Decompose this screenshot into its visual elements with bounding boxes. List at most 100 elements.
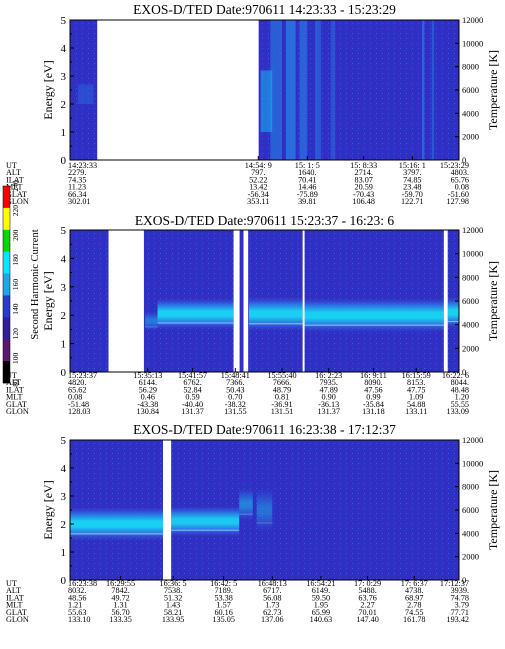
table-cell: -75.89 bbox=[297, 190, 318, 199]
table-cell: 0.08 bbox=[68, 393, 82, 402]
panel-1: EXOS-D/TED Date:970611 14:23:33 - 15:23:… bbox=[6, 2, 500, 206]
y2-tick-label: 2000 bbox=[462, 132, 479, 142]
table-cell: 15:23:29 bbox=[440, 161, 469, 170]
band-ridge bbox=[145, 326, 158, 328]
table-cell: 16:15:59 bbox=[402, 371, 431, 380]
table-cell: 63.76 bbox=[358, 593, 376, 602]
panel-3: EXOS-D/TED Date:970611 16:23:38 - 17:12:… bbox=[6, 422, 500, 624]
y2-tick-label: 0 bbox=[462, 367, 466, 377]
colorbar-tick-label: 140 bbox=[11, 303, 20, 315]
y-tick-label: 1 bbox=[61, 127, 67, 139]
table-cell: 53.38 bbox=[214, 593, 232, 602]
colorbar-segment bbox=[3, 207, 10, 231]
y2-tick-label: 6000 bbox=[462, 85, 479, 95]
data-streak bbox=[270, 20, 283, 160]
band-ridge bbox=[447, 320, 459, 323]
table-cell: 48.79 bbox=[273, 385, 291, 394]
panel-title: EXOS-D/TED Date:970611 16:23:38 - 17:12:… bbox=[133, 422, 396, 437]
y2-tick-label: 6000 bbox=[462, 505, 479, 515]
table-cell: 3.79 bbox=[455, 601, 469, 610]
data-gap bbox=[97, 20, 259, 160]
table-cell: -51.60 bbox=[448, 190, 469, 199]
table-cell: 0.99 bbox=[366, 393, 380, 402]
table-cell: 133.95 bbox=[162, 615, 185, 624]
table-cell: 56.70 bbox=[111, 608, 129, 617]
table-cell: 3797. bbox=[403, 168, 421, 177]
table-cell: 17:12:37 bbox=[440, 579, 469, 588]
table-row-label: ALT bbox=[6, 378, 21, 387]
colorbar-segment bbox=[3, 186, 10, 209]
table-cell: 7935. bbox=[319, 378, 337, 387]
table-cell: 13.42 bbox=[249, 183, 267, 192]
table-cell: 65.76 bbox=[451, 175, 469, 184]
table-cell: -43.38 bbox=[137, 400, 158, 409]
table-row-label: GLAT bbox=[6, 190, 27, 199]
colorbar-tick-label: 160 bbox=[11, 279, 20, 291]
colorbar-segment bbox=[3, 361, 10, 384]
y-axis-label: Energy [eV] bbox=[41, 271, 55, 330]
table-cell: 47.89 bbox=[319, 385, 337, 394]
y2-tick-label: 8000 bbox=[462, 62, 479, 72]
table-cell: 0.46 bbox=[141, 393, 155, 402]
spectral-band bbox=[239, 487, 253, 522]
y2-tick-label: 6000 bbox=[462, 296, 479, 306]
panel-title: EXOS-D/TED Date:970611 15:23:37 - 16:23:… bbox=[135, 213, 395, 228]
table-row-label: MLT bbox=[6, 183, 23, 192]
table-cell: 133.35 bbox=[109, 615, 132, 624]
y-tick-label: 5 bbox=[61, 225, 67, 237]
data-streak bbox=[285, 20, 296, 160]
y2-tick-label: 4000 bbox=[462, 320, 479, 330]
table-cell: -59.70 bbox=[402, 190, 423, 199]
table-cell: 147.40 bbox=[356, 615, 379, 624]
table-cell: 1.95 bbox=[314, 601, 328, 610]
table-cell: 65.62 bbox=[68, 385, 86, 394]
table-cell: 7666. bbox=[273, 378, 291, 387]
table-row-label: MLT bbox=[6, 601, 23, 610]
band-ridge bbox=[157, 322, 234, 324]
table-cell: 50.43 bbox=[226, 385, 244, 394]
spectral-band bbox=[256, 487, 273, 533]
y2-tick-label: 8000 bbox=[462, 482, 479, 492]
band-ridge bbox=[70, 533, 163, 535]
table-cell: 106.48 bbox=[352, 197, 375, 206]
table-row-label: ILAT bbox=[6, 175, 24, 184]
y-tick-label: 1 bbox=[61, 547, 67, 559]
table-cell: 353.11 bbox=[247, 197, 269, 206]
band-ridge bbox=[304, 324, 444, 326]
y2-tick-label: 10000 bbox=[462, 458, 483, 468]
table-cell: 1.20 bbox=[455, 393, 469, 402]
table-cell: 15:55:40 bbox=[267, 371, 296, 380]
y-tick-label: 2 bbox=[61, 99, 67, 111]
y-tick-label: 4 bbox=[61, 43, 67, 55]
y2-tick-label: 2000 bbox=[462, 343, 479, 353]
table-cell: -36.13 bbox=[318, 400, 339, 409]
band-ridge bbox=[171, 529, 240, 531]
panel-title: EXOS-D/TED Date:970611 14:23:33 - 15:23:… bbox=[133, 2, 396, 17]
table-row-label: GLON bbox=[6, 615, 29, 624]
table-cell: 74.78 bbox=[451, 593, 469, 602]
table-cell: 1.09 bbox=[409, 393, 423, 402]
table-cell: 302.01 bbox=[68, 197, 91, 206]
table-row-label: UT bbox=[6, 371, 17, 380]
table-cell: 70.01 bbox=[358, 608, 376, 617]
table-cell: 161.78 bbox=[403, 615, 426, 624]
table-cell: 1.73 bbox=[265, 601, 279, 610]
y2-tick-label: 12000 bbox=[462, 435, 483, 445]
table-row-label: GLON bbox=[6, 407, 29, 416]
table-cell: 11.23 bbox=[68, 183, 86, 192]
table-cell: 55.63 bbox=[68, 608, 86, 617]
table-cell: 6717. bbox=[263, 586, 281, 595]
table-cell: 128.03 bbox=[68, 407, 91, 416]
data-gap bbox=[302, 230, 305, 372]
table-cell: 0.08 bbox=[455, 183, 469, 192]
table-cell: 39.81 bbox=[298, 197, 316, 206]
table-cell: 15:48:41 bbox=[221, 371, 250, 380]
table-cell: 16:54:21 bbox=[306, 579, 335, 588]
table-cell: 47.56 bbox=[364, 385, 382, 394]
table-cell: 15:23:37 bbox=[68, 371, 97, 380]
table-cell: 14:23:33 bbox=[68, 161, 97, 170]
table-cell: 2.78 bbox=[407, 601, 421, 610]
data-streak bbox=[422, 20, 425, 160]
colorbar-tick-label: 100 bbox=[11, 353, 20, 365]
